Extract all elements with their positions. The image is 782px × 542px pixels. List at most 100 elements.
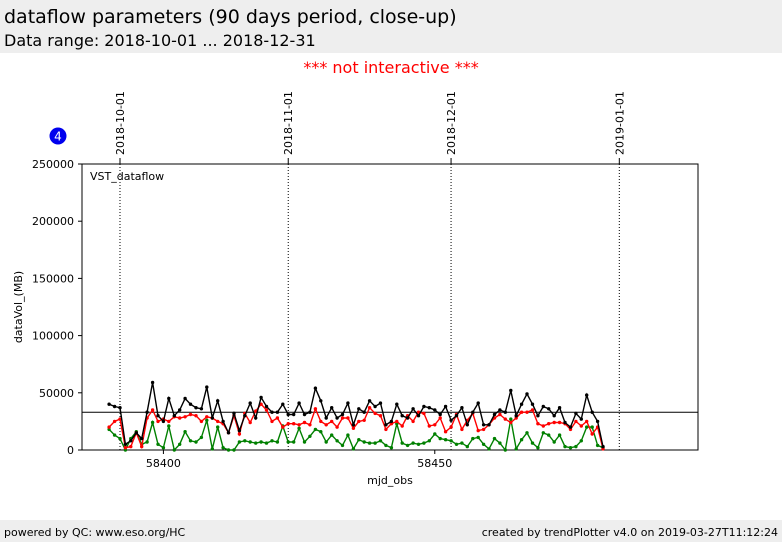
data-point — [438, 436, 442, 441]
data-point — [405, 416, 410, 420]
date-marker-layer: 2018-10-01 2018-11-01 2018-12-01 2019-01-01 — [114, 91, 626, 450]
data-point — [443, 438, 448, 442]
data-point — [460, 441, 464, 445]
data-point — [254, 416, 258, 420]
data-point — [530, 408, 535, 412]
data-point — [433, 423, 437, 427]
data-point — [498, 412, 502, 417]
data-point — [471, 436, 475, 441]
data-point — [492, 412, 497, 417]
data-point — [590, 425, 594, 429]
data-point — [259, 395, 263, 400]
data-point — [389, 446, 394, 450]
data-point — [150, 408, 155, 412]
data-point — [367, 441, 372, 445]
data-point — [199, 435, 204, 440]
data-point — [335, 425, 339, 429]
data-point — [519, 410, 524, 414]
x-axis-label: mjd_obs — [367, 474, 413, 487]
data-point — [254, 409, 258, 413]
data-point — [362, 440, 366, 444]
data-point — [221, 446, 225, 450]
data-point — [237, 440, 242, 444]
data-point — [232, 411, 236, 416]
data-point — [443, 404, 448, 409]
data-point — [590, 410, 594, 414]
series-2 — [107, 417, 605, 452]
data-point — [395, 419, 399, 424]
data-point — [188, 439, 193, 443]
data-point — [514, 414, 518, 418]
data-point — [346, 433, 350, 437]
data-point — [194, 414, 198, 418]
data-point — [183, 430, 187, 434]
data-point — [427, 406, 431, 410]
data-point — [530, 402, 535, 406]
data-point — [552, 414, 556, 418]
data-point — [384, 443, 388, 448]
data-point — [150, 420, 155, 425]
data-point — [118, 406, 122, 410]
data-point — [449, 418, 453, 422]
data-point — [313, 407, 318, 411]
y-axis-label: dataVol_(MB) — [12, 271, 25, 343]
data-point — [476, 428, 480, 433]
data-point — [292, 422, 296, 426]
badge: 4 — [49, 127, 67, 145]
data-point — [216, 425, 220, 429]
data-point — [585, 419, 589, 424]
data-point — [264, 441, 269, 445]
data-point — [172, 414, 176, 418]
data-point — [226, 431, 231, 435]
date-marker-label: 2018-11-01 — [282, 91, 295, 155]
data-range-subtitle: Data range: 2018-10-01 ... 2018-12-31 — [4, 31, 316, 50]
data-point — [378, 439, 383, 443]
data-point — [194, 440, 198, 444]
y-tick-label: 250000 — [32, 158, 74, 171]
data-point — [199, 407, 204, 411]
data-point — [547, 407, 551, 411]
data-point — [438, 416, 442, 420]
series-layer — [107, 380, 605, 452]
data-point — [433, 432, 437, 436]
data-point — [351, 423, 356, 427]
data-point — [454, 414, 459, 418]
data-point — [373, 411, 377, 416]
data-point — [156, 419, 160, 424]
data-point — [264, 408, 269, 412]
data-point — [547, 433, 551, 437]
data-point — [503, 417, 507, 421]
data-point — [557, 406, 562, 410]
data-point — [243, 439, 247, 443]
data-point — [601, 444, 605, 449]
data-point — [210, 447, 214, 451]
y-tick-label: 150000 — [32, 272, 74, 285]
data-point — [112, 419, 117, 424]
x-tick-label: 58400 — [146, 457, 181, 470]
data-point — [400, 441, 404, 445]
data-point — [156, 414, 160, 418]
data-point — [313, 427, 318, 432]
data-point — [330, 419, 334, 424]
data-point — [525, 392, 529, 396]
data-point — [525, 431, 529, 435]
data-point — [205, 385, 209, 389]
dataflow-chart: 2018-10-01 2018-11-01 2018-12-01 2019-01-01… — [12, 91, 699, 487]
data-point — [123, 442, 128, 446]
data-point — [367, 406, 372, 410]
data-point — [557, 433, 562, 437]
data-point — [248, 420, 252, 425]
data-point — [498, 408, 502, 412]
data-point — [405, 443, 410, 448]
data-point — [183, 396, 187, 401]
data-point — [140, 444, 144, 449]
data-point — [286, 412, 290, 417]
data-point — [509, 417, 513, 421]
data-point — [140, 436, 144, 441]
data-point — [514, 447, 518, 451]
date-marker-label: 2018-12-01 — [445, 91, 458, 155]
data-point — [411, 419, 415, 424]
data-point — [563, 420, 567, 425]
data-point — [481, 423, 486, 427]
data-point — [487, 423, 491, 427]
